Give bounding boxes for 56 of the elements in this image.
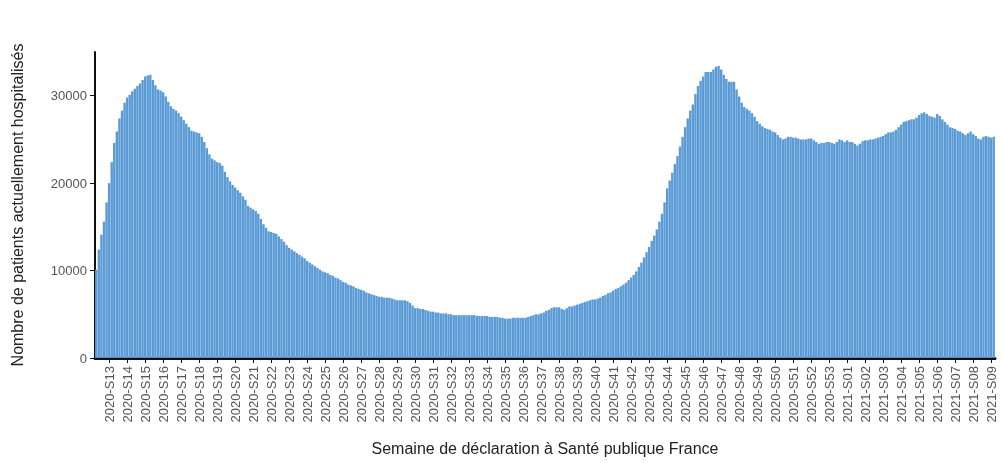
x-tick-label: 2021-S01 bbox=[839, 366, 855, 423]
x-tick-label: 2021-S04 bbox=[893, 366, 909, 423]
x-tick-label: 2020-S32 bbox=[443, 366, 459, 423]
x-tick-label: 2020-S44 bbox=[659, 366, 675, 423]
y-tick-label: 0 bbox=[79, 350, 87, 366]
x-tick-label: 2020-S51 bbox=[785, 366, 801, 423]
x-tick-label: 2021-S08 bbox=[965, 366, 981, 423]
x-tick-label: 2021-S02 bbox=[857, 366, 873, 423]
x-tick-label: 2020-S23 bbox=[281, 366, 297, 423]
x-tick-label: 2020-S31 bbox=[425, 366, 441, 423]
x-tick-label: 2020-S17 bbox=[173, 366, 189, 423]
x-tick-label: 2021-S05 bbox=[911, 366, 927, 423]
x-tick-label: 2020-S13 bbox=[101, 366, 117, 423]
x-tick-label: 2020-S45 bbox=[677, 366, 693, 423]
x-tick-label: 2020-S22 bbox=[263, 366, 279, 423]
x-tick-label: 2020-S52 bbox=[803, 366, 819, 423]
x-tick-label: 2020-S43 bbox=[641, 366, 657, 423]
x-tick-label: 2020-S50 bbox=[767, 366, 783, 423]
x-tick-label: 2020-S24 bbox=[299, 366, 315, 423]
x-tick-label: 2021-S06 bbox=[929, 366, 945, 423]
x-tick-label: 2021-S07 bbox=[947, 366, 963, 423]
x-tick-label: 2020-S28 bbox=[371, 366, 387, 423]
x-tick-label: 2020-S29 bbox=[389, 366, 405, 423]
y-axis-title: Nombre de patients actuellement hospitalisés bbox=[8, 43, 26, 367]
x-tick-label: 2020-S41 bbox=[605, 366, 621, 423]
y-tick-label: 30000 bbox=[50, 88, 87, 104]
x-tick-label: 2020-S15 bbox=[137, 366, 153, 423]
x-tick-label: 2021-S09 bbox=[983, 366, 999, 423]
x-tick-label: 2020-S34 bbox=[479, 366, 495, 423]
x-tick-label: 2020-S30 bbox=[407, 366, 423, 423]
x-tick-label: 2020-S40 bbox=[587, 366, 603, 423]
x-tick-label: 2020-S21 bbox=[245, 366, 261, 423]
x-tick-label: 2020-S20 bbox=[227, 366, 243, 423]
x-tick-label: 2020-S38 bbox=[551, 366, 567, 423]
y-tick-label: 20000 bbox=[50, 175, 87, 191]
x-tick-label: 2020-S14 bbox=[119, 366, 135, 423]
x-tick-label: 2020-S49 bbox=[749, 366, 765, 423]
x-tick-label: 2020-S25 bbox=[317, 366, 333, 423]
x-tick-label: 2020-S33 bbox=[461, 366, 477, 423]
x-tick-label: 2020-S35 bbox=[497, 366, 513, 423]
x-tick-label: 2020-S18 bbox=[191, 366, 207, 423]
x-tick-label: 2020-S37 bbox=[533, 366, 549, 423]
x-tick-label: 2020-S48 bbox=[731, 366, 747, 423]
x-tick-label: 2020-S46 bbox=[695, 366, 711, 423]
x-tick-label: 2020-S39 bbox=[569, 366, 585, 423]
x-tick-label: 2020-S27 bbox=[353, 366, 369, 423]
x-tick-label: 2020-S36 bbox=[515, 366, 531, 423]
y-tick-label: 10000 bbox=[50, 263, 87, 279]
x-tick-label: 2020-S26 bbox=[335, 366, 351, 423]
x-tick-label: 2020-S47 bbox=[713, 366, 729, 423]
x-tick-label: 2020-S42 bbox=[623, 366, 639, 423]
x-tick-label: 2020-S53 bbox=[821, 366, 837, 423]
x-tick-label: 2020-S16 bbox=[155, 366, 171, 423]
x-axis-title: Semaine de déclaration à Santé publique France bbox=[371, 439, 719, 457]
x-tick-label: 2021-S03 bbox=[875, 366, 891, 423]
x-tick-label: 2020-S19 bbox=[209, 366, 225, 423]
